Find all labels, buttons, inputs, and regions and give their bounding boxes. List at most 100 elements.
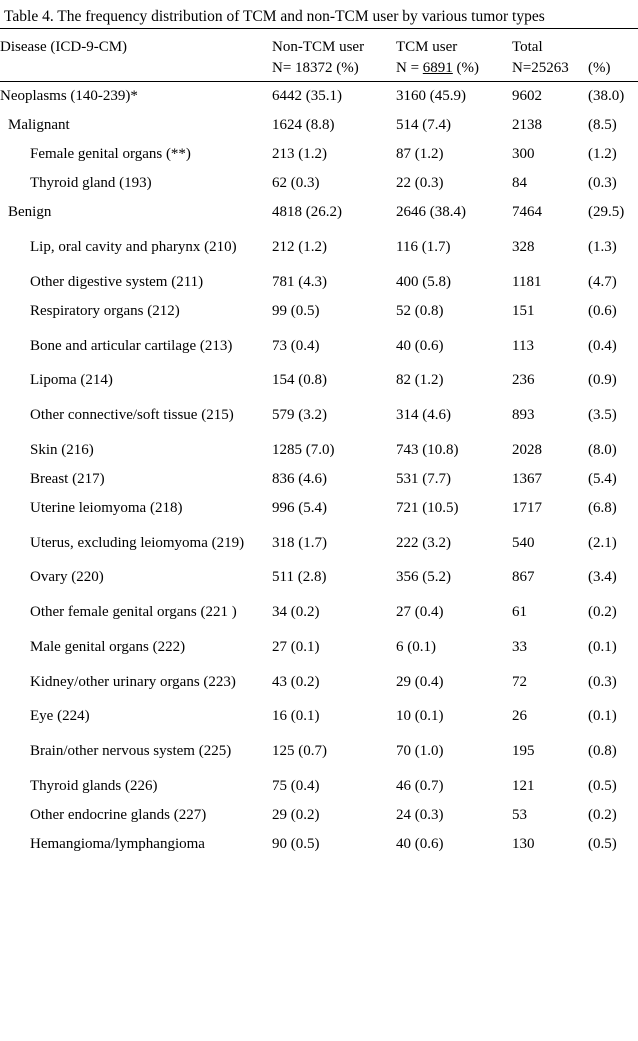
tcm-cell: 531 (7.7) (396, 465, 512, 494)
nontcm-cell: 43 (0.2) (272, 662, 396, 703)
frequency-table: Disease (ICD-9-CM) Non-TCM user TCM user… (0, 35, 638, 859)
table-row: Hemangioma/lymphangioma90 (0.5)40 (0.6)1… (0, 830, 638, 859)
tcm-cell: 22 (0.3) (396, 169, 512, 198)
nontcm-cell: 27 (0.1) (272, 633, 396, 662)
table-row: Other endocrine glands (227)29 (0.2)24 (… (0, 801, 638, 830)
header-nontcm-n: N= 18372 (%) (272, 60, 396, 82)
tcm-cell: 24 (0.3) (396, 801, 512, 830)
disease-cell: Uterine leiomyoma (218) (0, 494, 272, 523)
tcm-cell: 2646 (38.4) (396, 198, 512, 227)
total-n-cell: 1181 (512, 268, 588, 297)
tcm-cell: 222 (3.2) (396, 523, 512, 564)
total-n-cell: 53 (512, 801, 588, 830)
total-n-cell: 33 (512, 633, 588, 662)
total-p-cell: (1.2) (588, 140, 638, 169)
header-total: Total (512, 35, 638, 60)
disease-cell: Eye (224) (0, 702, 272, 731)
table-row: Eye (224)16 (0.1)10 (0.1)26(0.1) (0, 702, 638, 731)
table-row: Male genital organs (222)27 (0.1)6 (0.1)… (0, 633, 638, 662)
total-n-cell: 1717 (512, 494, 588, 523)
total-p-cell: (0.4) (588, 326, 638, 367)
table-row: Other digestive system (211)781 (4.3)400… (0, 268, 638, 297)
total-p-cell: (1.3) (588, 227, 638, 268)
table-row: Thyroid gland (193)62 (0.3)22 (0.3)84(0.… (0, 169, 638, 198)
header-disease: Disease (ICD-9-CM) (0, 35, 272, 60)
tcm-cell: 743 (10.8) (396, 436, 512, 465)
total-p-cell: (38.0) (588, 82, 638, 112)
table-row: Respiratory organs (212)99 (0.5)52 (0.8)… (0, 297, 638, 326)
disease-cell: Skin (216) (0, 436, 272, 465)
table-row: Kidney/other urinary organs (223)43 (0.2… (0, 662, 638, 703)
total-p-cell: (2.1) (588, 523, 638, 564)
total-n-cell: 84 (512, 169, 588, 198)
total-p-cell: (0.9) (588, 366, 638, 395)
header-total-p: (%) (588, 60, 638, 82)
total-p-cell: (0.5) (588, 830, 638, 859)
table-row: Thyroid glands (226)75 (0.4)46 (0.7)121(… (0, 772, 638, 801)
tcm-cell: 514 (7.4) (396, 111, 512, 140)
nontcm-cell: 90 (0.5) (272, 830, 396, 859)
tcm-cell: 314 (4.6) (396, 395, 512, 436)
nontcm-cell: 1624 (8.8) (272, 111, 396, 140)
total-n-cell: 300 (512, 140, 588, 169)
total-p-cell: (0.1) (588, 702, 638, 731)
table-row: Breast (217)836 (4.6)531 (7.7)1367(5.4) (0, 465, 638, 494)
total-p-cell: (0.2) (588, 801, 638, 830)
disease-cell: Malignant (0, 111, 272, 140)
nontcm-cell: 1285 (7.0) (272, 436, 396, 465)
table-row: Lipoma (214)154 (0.8)82 (1.2)236(0.9) (0, 366, 638, 395)
table-row: Other connective/soft tissue (215)579 (3… (0, 395, 638, 436)
total-n-cell: 2028 (512, 436, 588, 465)
tcm-cell: 52 (0.8) (396, 297, 512, 326)
table-row: Ovary (220)511 (2.8)356 (5.2)867(3.4) (0, 563, 638, 592)
disease-cell: Brain/other nervous system (225) (0, 731, 272, 772)
disease-cell: Respiratory organs (212) (0, 297, 272, 326)
total-n-cell: 130 (512, 830, 588, 859)
disease-cell: Benign (0, 198, 272, 227)
tcm-cell: 721 (10.5) (396, 494, 512, 523)
table-row: Bone and articular cartilage (213)73 (0.… (0, 326, 638, 367)
tcm-cell: 356 (5.2) (396, 563, 512, 592)
table-body: Neoplasms (140-239)*6442 (35.1)3160 (45.… (0, 82, 638, 859)
table-caption: Table 4. The frequency distribution of T… (0, 8, 638, 29)
tcm-cell: 10 (0.1) (396, 702, 512, 731)
total-n-cell: 893 (512, 395, 588, 436)
nontcm-cell: 996 (5.4) (272, 494, 396, 523)
total-n-cell: 26 (512, 702, 588, 731)
tcm-cell: 400 (5.8) (396, 268, 512, 297)
total-n-cell: 9602 (512, 82, 588, 112)
tcm-cell: 3160 (45.9) (396, 82, 512, 112)
table-row: Female genital organs (**)213 (1.2)87 (1… (0, 140, 638, 169)
nontcm-cell: 73 (0.4) (272, 326, 396, 367)
total-p-cell: (8.5) (588, 111, 638, 140)
total-p-cell: (0.1) (588, 633, 638, 662)
table-row: Uterine leiomyoma (218)996 (5.4)721 (10.… (0, 494, 638, 523)
total-p-cell: (3.4) (588, 563, 638, 592)
nontcm-cell: 16 (0.1) (272, 702, 396, 731)
total-n-cell: 1367 (512, 465, 588, 494)
total-p-cell: (0.3) (588, 169, 638, 198)
tcm-cell: 27 (0.4) (396, 592, 512, 633)
total-n-cell: 121 (512, 772, 588, 801)
tcm-cell: 29 (0.4) (396, 662, 512, 703)
nontcm-cell: 4818 (26.2) (272, 198, 396, 227)
table-row: Malignant1624 (8.8)514 (7.4)2138(8.5) (0, 111, 638, 140)
disease-cell: Lipoma (214) (0, 366, 272, 395)
nontcm-cell: 318 (1.7) (272, 523, 396, 564)
total-p-cell: (0.6) (588, 297, 638, 326)
total-n-cell: 61 (512, 592, 588, 633)
nontcm-cell: 212 (1.2) (272, 227, 396, 268)
total-p-cell: (0.2) (588, 592, 638, 633)
tcm-cell: 6 (0.1) (396, 633, 512, 662)
header-tcm: TCM user (396, 35, 512, 60)
total-n-cell: 540 (512, 523, 588, 564)
total-n-cell: 195 (512, 731, 588, 772)
disease-cell: Other endocrine glands (227) (0, 801, 272, 830)
disease-cell: Thyroid gland (193) (0, 169, 272, 198)
header-tcm-n: N = 6891 (%) (396, 60, 512, 82)
tcm-cell: 82 (1.2) (396, 366, 512, 395)
disease-cell: Male genital organs (222) (0, 633, 272, 662)
total-p-cell: (6.8) (588, 494, 638, 523)
header-nontcm: Non-TCM user (272, 35, 396, 60)
tcm-cell: 46 (0.7) (396, 772, 512, 801)
